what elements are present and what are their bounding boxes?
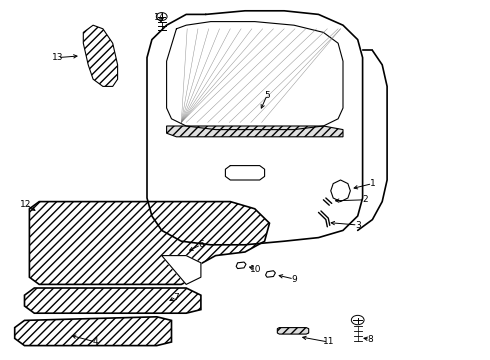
Text: 12: 12 [20, 200, 31, 209]
Text: 3: 3 [355, 220, 361, 230]
Text: 6: 6 [198, 240, 204, 249]
Polygon shape [277, 328, 309, 334]
Text: 11: 11 [322, 338, 334, 346]
Text: 10: 10 [250, 265, 262, 274]
Polygon shape [331, 180, 350, 202]
Polygon shape [167, 126, 343, 137]
Text: 2: 2 [362, 195, 368, 204]
Text: 7: 7 [173, 292, 179, 301]
Polygon shape [266, 271, 275, 277]
Polygon shape [83, 25, 118, 86]
Text: 5: 5 [264, 91, 270, 100]
Text: 4: 4 [93, 338, 98, 346]
Polygon shape [24, 288, 201, 313]
Polygon shape [236, 262, 246, 269]
Polygon shape [162, 256, 201, 284]
Polygon shape [15, 317, 171, 346]
Polygon shape [29, 202, 270, 284]
Text: 14: 14 [153, 13, 165, 22]
Text: 13: 13 [52, 53, 64, 62]
Text: 8: 8 [367, 335, 373, 343]
Text: 1: 1 [369, 179, 375, 188]
Text: 9: 9 [291, 275, 297, 284]
